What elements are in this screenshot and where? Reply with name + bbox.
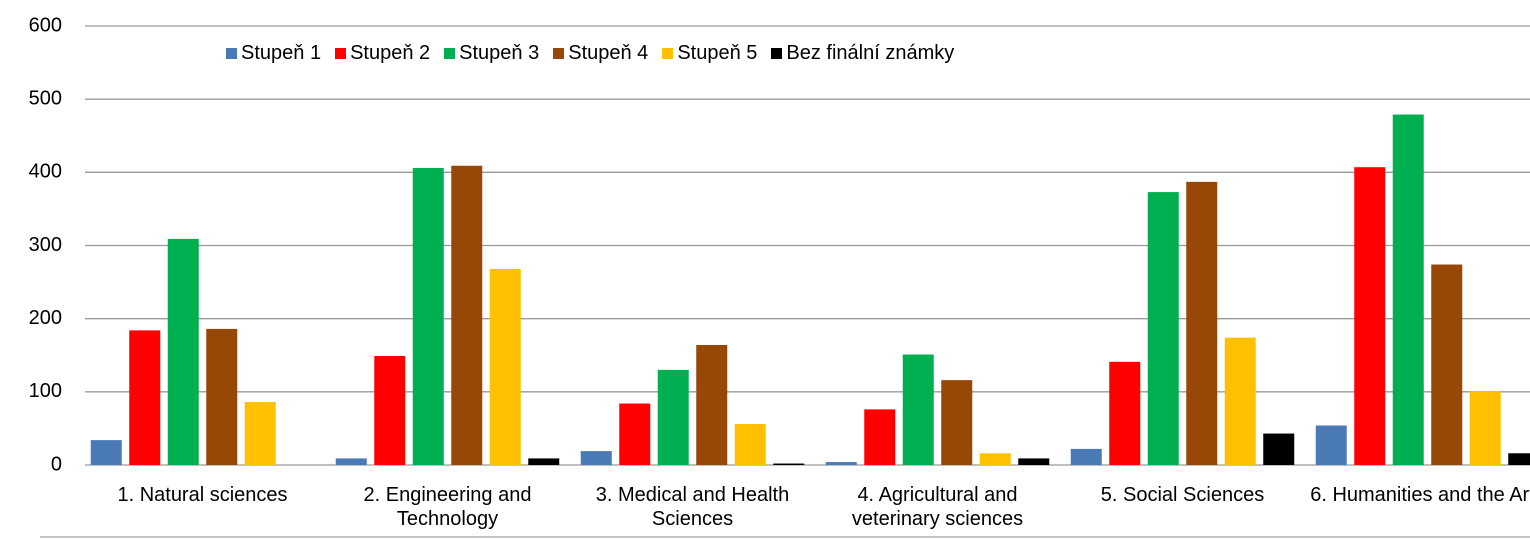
bar: [1070, 448, 1102, 465]
bar: [206, 328, 238, 465]
x-tick-label: 4. Agricultural and veterinary sciences: [851, 484, 1024, 530]
bar: [1431, 264, 1463, 465]
bar: [864, 409, 896, 465]
bar: [1224, 337, 1256, 465]
bar: [696, 345, 728, 465]
bar: [528, 458, 560, 465]
bar: [335, 458, 367, 465]
x-tick-label: 1. Natural sciences: [117, 484, 288, 506]
legend-item: Stupeň 4: [553, 42, 648, 65]
bar: [1109, 361, 1141, 465]
bar: [451, 165, 483, 465]
legend-swatch: [553, 48, 565, 59]
legend-label: Stupeň 1: [241, 42, 322, 64]
bar: [244, 402, 276, 465]
legend-label: Stupeň 5: [677, 42, 758, 64]
y-tick-label: 500: [29, 87, 62, 109]
x-tick-label: 6. Humanities and the Arts: [1310, 484, 1530, 506]
legend-label: Stupeň 3: [459, 42, 540, 64]
bar: [412, 167, 444, 465]
bar: [580, 451, 612, 465]
legend: Stupeň 1 Stupeň 2 Stupeň 3 Stupeň 4 Stupeň 5…: [226, 42, 954, 65]
y-tick-label: 200: [29, 307, 62, 329]
bar: [941, 380, 973, 465]
legend-swatch: [444, 48, 456, 59]
legend-item: Stupeň 2: [335, 42, 430, 65]
legend-label: Stupeň 4: [568, 42, 649, 64]
bar: [1392, 114, 1424, 465]
bar: [1147, 192, 1179, 466]
bar: [734, 424, 766, 465]
bar: [773, 463, 805, 465]
legend-swatch: [771, 48, 783, 59]
x-tick-label: 5. Social Sciences: [1100, 484, 1265, 506]
legend-label: Bez finální známky: [786, 42, 955, 64]
legend-swatch: [335, 48, 347, 59]
bar: [374, 355, 406, 465]
y-tick-label: 400: [29, 161, 62, 183]
bar: [825, 462, 857, 465]
legend-item: Stupeň 3: [444, 42, 539, 65]
bar: [1354, 167, 1386, 465]
legend-swatch: [662, 48, 674, 59]
legend-item: Bez finální známky: [771, 42, 954, 65]
legend-item: Stupeň 1: [226, 42, 321, 65]
y-tick-label: 0: [51, 453, 62, 475]
y-tick-label: 600: [29, 14, 62, 36]
bar: [1315, 425, 1347, 465]
bar: [1018, 458, 1050, 465]
bar: [167, 238, 199, 465]
bar: [1186, 181, 1218, 465]
bar: [1263, 433, 1295, 465]
legend-item: Stupeň 5: [662, 42, 757, 65]
bar: [619, 403, 651, 465]
y-tick-label: 300: [29, 234, 62, 256]
bar: [902, 354, 934, 465]
bar: [657, 369, 689, 465]
legend-swatch: [226, 48, 237, 59]
x-tick-label: 2. Engineering and Technology: [363, 484, 532, 530]
y-tick-label: 100: [29, 380, 62, 402]
bar: [1508, 453, 1530, 465]
x-tick-label: 3. Medical and Health Sciences: [595, 484, 790, 530]
bar: [1469, 391, 1501, 465]
bar: [979, 453, 1011, 465]
bar: [129, 330, 161, 465]
bar: [489, 268, 521, 465]
bar: [90, 440, 122, 465]
legend-label: Stupeň 2: [350, 42, 431, 64]
